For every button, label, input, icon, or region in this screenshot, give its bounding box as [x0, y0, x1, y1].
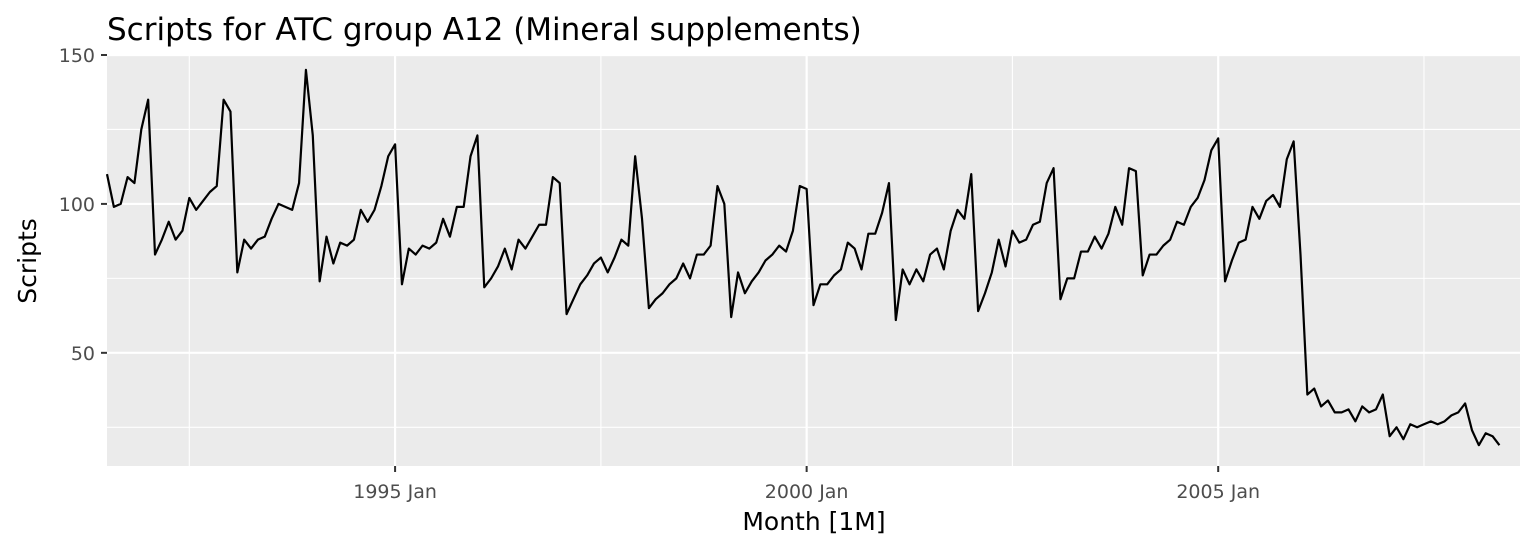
x-axis-label: Month [1M]: [742, 507, 885, 536]
major-gridlines: [107, 53, 1520, 466]
x-tick-label: 1995 Jan: [353, 481, 437, 503]
axis-ticks: [101, 54, 1220, 472]
minor-gridlines: [107, 55, 1520, 466]
y-tick-label: 50: [71, 343, 95, 365]
y-axis-label: Scripts: [13, 218, 42, 304]
y-tick-label: 150: [59, 45, 95, 67]
x-tick-label: 2000 Jan: [765, 481, 849, 503]
plot-panel: [107, 55, 1520, 466]
chart-title: Scripts for ATC group A12 (Mineral suppl…: [107, 12, 862, 48]
x-tick-labels: 1995 Jan 2000 Jan 2005 Jan: [353, 481, 1260, 503]
x-tick-label: 2005 Jan: [1176, 481, 1260, 503]
y-tick-label: 100: [59, 194, 95, 216]
series-line: [105, 68, 1501, 447]
y-tick-labels: 50 100 150: [59, 45, 95, 365]
